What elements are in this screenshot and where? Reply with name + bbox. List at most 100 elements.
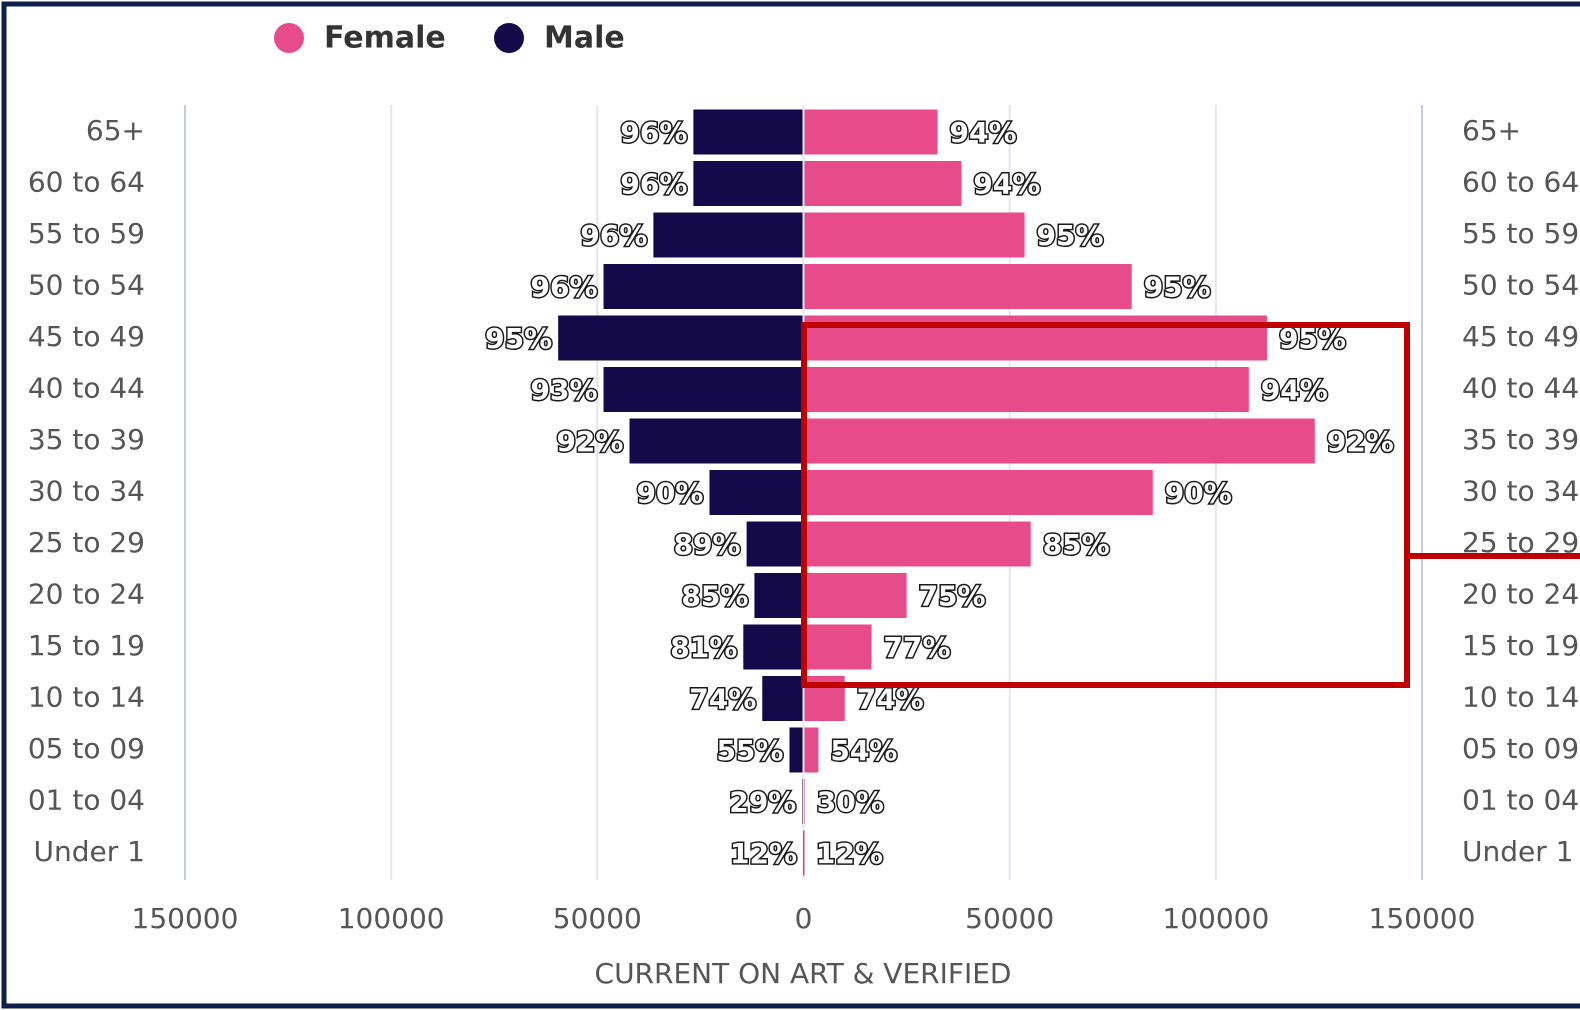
y-tick-label-right: 55 to 59 [1462,217,1579,250]
data-label: 94% [1261,374,1328,407]
data-label: 55% [716,734,783,767]
data-label: 77% [884,631,951,664]
bar [804,212,1025,258]
bar [804,727,819,773]
y-tick-label: 60 to 64 [28,166,145,199]
y-tick-label-right: 65+ [1462,114,1521,147]
data-label: 12% [730,837,797,870]
bar [789,727,803,773]
bar [693,161,803,206]
data-label: 96% [580,219,647,252]
legend-label: Female [324,21,446,56]
bar [629,418,803,464]
highlight-box [801,322,1410,688]
y-tick-label-right: 15 to 19 [1462,629,1579,662]
bar [743,624,803,670]
y-tick-label-right: Under 1 [1462,835,1573,868]
data-label: 29% [729,786,796,819]
data-label: 93% [530,374,597,407]
annotation [801,322,1580,688]
bar [804,161,962,206]
x-tick-label: 100000 [1162,902,1269,935]
y-tick-label: 45 to 49 [28,320,145,353]
y-tick-label-right: 20 to 24 [1462,578,1579,611]
x-tick-label: 0 [795,902,813,935]
data-label: 95% [1037,219,1104,252]
data-label: 81% [670,631,737,664]
y-tick-label-right: 50 to 54 [1462,269,1579,302]
bar [804,573,907,618]
bar [804,109,938,155]
y-tick-label: 30 to 34 [28,475,145,508]
y-tick-label: 10 to 14 [28,681,145,714]
x-tick-label: 100000 [338,902,445,935]
bar [804,521,1031,567]
bar [746,521,803,567]
x-tick-label: 150000 [132,902,239,935]
bar [653,212,803,258]
data-label: 85% [1043,528,1110,561]
data-label: 94% [973,168,1040,201]
bar [803,830,804,876]
bar [693,109,803,155]
legend-label: Male [544,21,625,56]
x-axis-label: CURRENT ON ART & VERIFIED [595,957,1012,990]
y-tick-label-right: 30 to 34 [1462,475,1579,508]
bar [804,367,1249,412]
data-label: 96% [530,271,597,304]
legend-marker [494,23,524,53]
data-label: 89% [674,528,741,561]
y-tick-label: 25 to 29 [28,526,145,559]
data-label: 92% [556,425,623,458]
data-label: 12% [816,837,883,870]
y-tick-label-right: 60 to 64 [1462,166,1579,199]
data-label: 94% [950,116,1017,149]
bar [804,470,1153,515]
y-tick-label: 20 to 24 [28,578,145,611]
y-tick-label: Under 1 [34,835,145,868]
bar [802,779,803,824]
bar [804,624,872,670]
bar [804,418,1315,464]
data-label: 85% [681,580,748,613]
bar [754,573,803,618]
bar [603,367,803,412]
y-tick-label-right: 40 to 44 [1462,372,1579,405]
x-tick-label: 150000 [1369,902,1476,935]
x-tick-label: 50000 [965,902,1054,935]
y-tick-label-right: 35 to 39 [1462,423,1579,456]
y-tick-label: 50 to 54 [28,269,145,302]
data-label: 30% [817,786,884,819]
y-tick-label: 01 to 04 [28,784,145,817]
data-label: 92% [1327,425,1394,458]
y-tick-label: 15 to 19 [28,629,145,662]
x-tick-label: 50000 [553,902,642,935]
y-tick-label: 05 to 09 [28,732,145,765]
legend-marker [274,23,304,53]
y-tick-label-right: 05 to 09 [1462,732,1579,765]
data-label: 75% [919,580,986,613]
y-tick-label: 35 to 39 [28,423,145,456]
data-label: 90% [1165,477,1232,510]
data-label: 95% [1144,271,1211,304]
data-label: 95% [485,322,552,355]
y-tick-label: 40 to 44 [28,372,145,405]
bar [709,470,803,515]
y-tick-label: 65+ [86,114,145,147]
y-tick-label: 55 to 59 [28,217,145,250]
y-tick-label-right: 45 to 49 [1462,320,1579,353]
y-tick-label-right: 10 to 14 [1462,681,1579,714]
bar [762,676,803,721]
data-label: 96% [620,116,687,149]
bar [804,779,805,824]
data-label: 90% [636,477,703,510]
bar [603,264,803,309]
bar [804,830,805,876]
y-tick-label-right: 01 to 04 [1462,784,1579,817]
bar [558,315,803,361]
data-label: 74% [689,683,756,716]
bar [804,264,1132,309]
data-label: 54% [830,734,897,767]
